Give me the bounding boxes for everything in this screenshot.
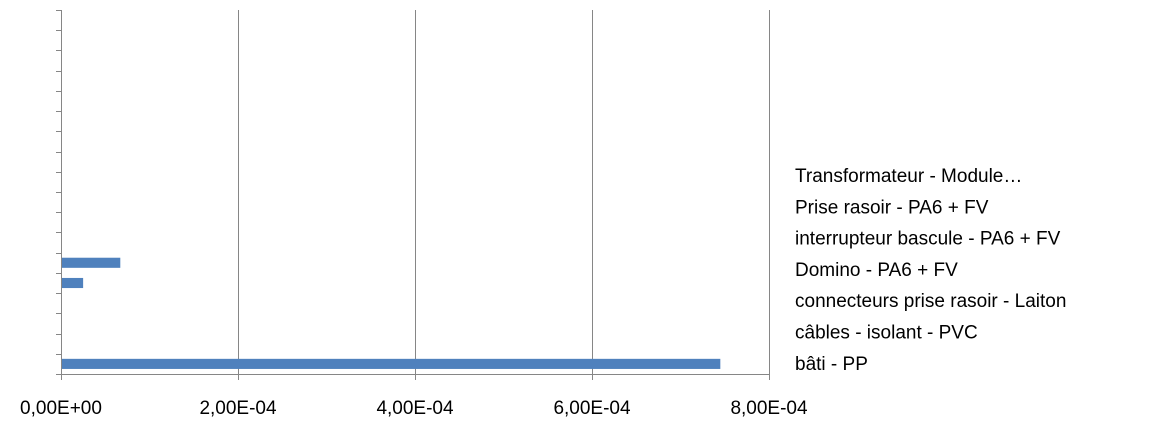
x-tick-label-0: 0,00E+00	[20, 398, 102, 419]
legend-entry-1: Prise rasoir - PA6 + FV	[795, 197, 989, 218]
bar-2	[61, 257, 121, 268]
x-tick-label-1: 2,00E-04	[199, 398, 277, 419]
legend-entry-5: câbles - isolant - PVC	[795, 323, 978, 344]
bars	[61, 257, 721, 369]
legend-entry-6: bâti - PP	[795, 354, 868, 375]
legend-entry-0: Transformateur - Module…	[795, 166, 1022, 187]
legend-entry-4: connecteurs prise rasoir - Laiton	[795, 291, 1066, 312]
legend-entry-3: Domino - PA6 + FV	[795, 260, 958, 281]
bar-0	[61, 358, 721, 369]
legend-entry-2: interrupteur bascule - PA6 + FV	[795, 229, 1061, 250]
legend: Transformateur - Module… Prise rasoir - P…	[795, 166, 1066, 375]
x-tick-label-2: 4,00E-04	[376, 398, 454, 419]
axes	[56, 10, 770, 380]
x-tick-label-3: 6,00E-04	[553, 398, 631, 419]
gridlines	[238, 10, 770, 374]
x-tick-labels: 0,00E+00 2,00E-04 4,00E-04 6,00E-04 8,00E-04	[20, 398, 808, 419]
x-tick-label-4: 8,00E-04	[730, 398, 808, 419]
bar-1	[61, 277, 84, 289]
